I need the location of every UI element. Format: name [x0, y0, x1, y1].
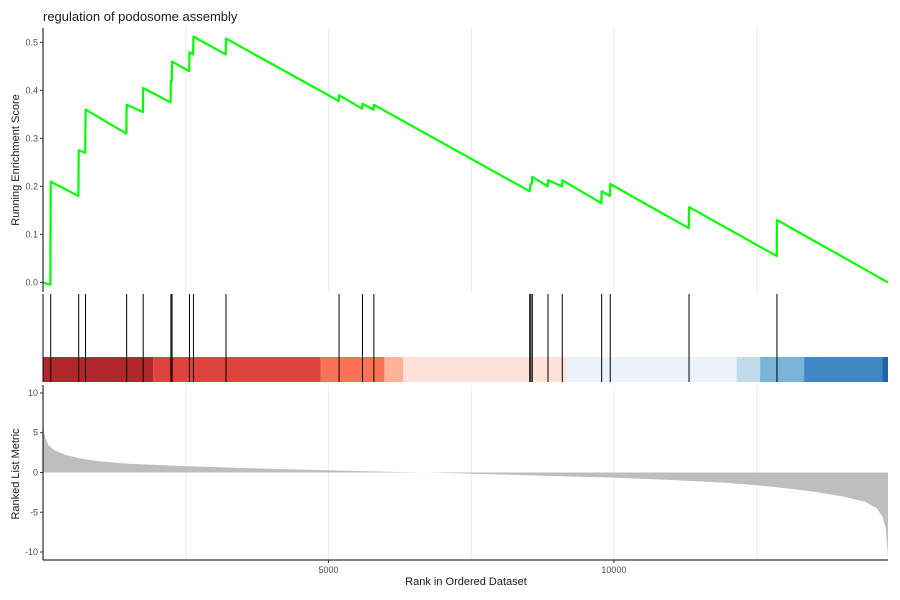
es-y-ticks: 0.0 0.1 0.2 0.3 0.4 0.5: [25, 37, 43, 287]
es-y-tick-label: 0.2: [25, 181, 38, 191]
color-bar-segment: [384, 357, 404, 382]
color-bar-segment: [153, 357, 321, 382]
x-axis-label: Rank in Ordered Dataset: [405, 576, 527, 588]
x-tick-label: 5000: [318, 565, 338, 575]
plot-title: regulation of podosome assembly: [43, 9, 238, 24]
es-y-tick-label: 0.3: [25, 133, 38, 143]
ranked-metric-area: [43, 408, 888, 559]
metric-y-tick-label: 10: [28, 388, 38, 398]
metric-y-tick-label: 5: [33, 428, 38, 438]
running-es-line: [42, 35, 889, 286]
color-bar-segment: [736, 357, 761, 382]
es-y-axis-label: Running Enrichment Score: [10, 94, 22, 225]
metric-y-ticks: 10 5 0 -5 -10: [25, 388, 43, 557]
metric-y-tick-label: 0: [33, 468, 38, 478]
metric-y-axis-label: Ranked List Metric: [10, 428, 22, 520]
rank-color-bar: [43, 357, 888, 382]
color-bar-segment: [43, 357, 154, 382]
color-bar-segment: [565, 357, 737, 382]
x-tick-label: 10000: [601, 565, 626, 575]
color-bar-segment: [804, 357, 883, 382]
color-bar-segment: [760, 357, 805, 382]
es-y-tick-label: 0.5: [25, 37, 38, 47]
ranked-metric-fill: [43, 408, 888, 559]
es-y-tick-label: 0.0: [25, 277, 38, 287]
color-bar-segment: [403, 357, 566, 382]
metric-y-tick-label: -5: [30, 507, 38, 517]
es-y-tick-label: 0.1: [25, 229, 38, 239]
color-bar-segment: [320, 357, 385, 382]
metric-y-tick-label: -10: [25, 547, 38, 557]
x-ticks: 5000 10000: [318, 560, 626, 575]
running-es-polyline: [42, 35, 889, 286]
es-y-tick-label: 0.4: [25, 85, 38, 95]
gene-hit-marks: [50, 294, 778, 382]
color-bar-segment: [882, 357, 888, 382]
